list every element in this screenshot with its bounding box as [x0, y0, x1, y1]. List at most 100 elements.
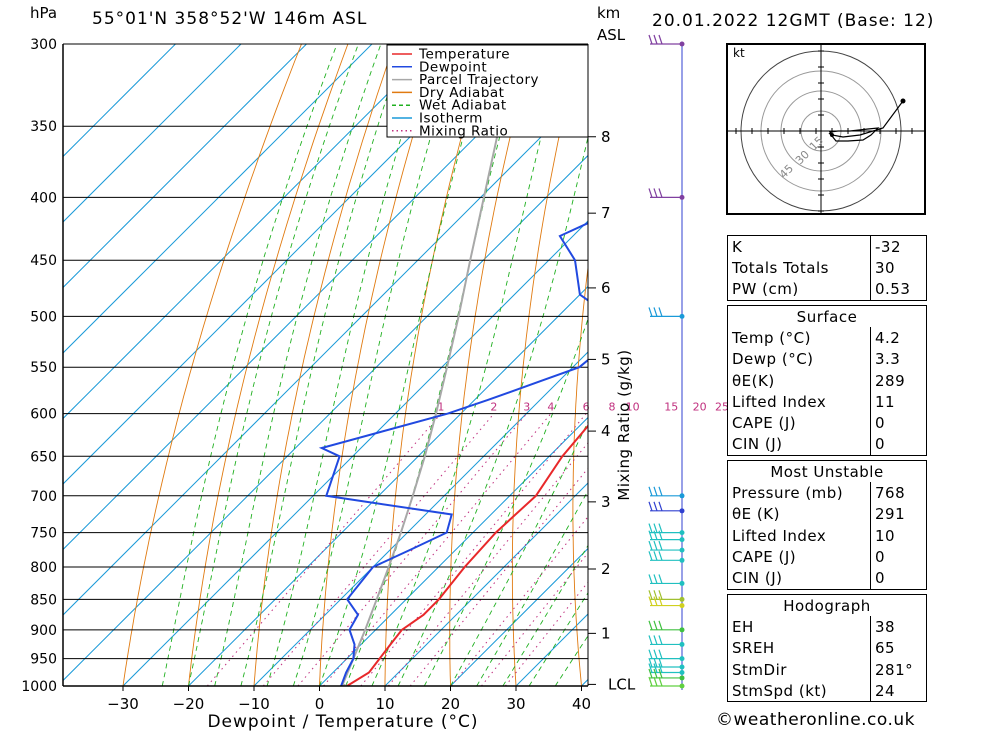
wind-barb-flag [658, 530, 663, 540]
wet-adiabat-line [345, 44, 525, 686]
hodograph-ring-label: 30 [793, 148, 812, 167]
pressure-tick-label: 650 [30, 449, 57, 465]
copyright-text: ©weatheronline.co.uk [716, 710, 916, 730]
wind-barb-flag [648, 620, 653, 631]
wind-barb-flag [648, 596, 653, 606]
wind-barb-flag [653, 635, 658, 645]
wind-barb-flag [648, 307, 653, 317]
wind-level-dot [679, 530, 685, 536]
legend-label: Dewpoint [419, 59, 487, 75]
pressure-tick-label: 400 [30, 190, 57, 206]
wet-adiabat-line [161, 44, 338, 686]
pressure-tick-label: 950 [30, 652, 57, 668]
wet-adiabat-line [188, 44, 359, 686]
wet-adiabat-line [240, 44, 406, 686]
pressure-tick-label: 450 [30, 253, 57, 269]
isotherm-line [253, 351, 588, 686]
wind-barb-flag [658, 596, 663, 606]
wind-barb-flag [653, 676, 658, 687]
mixing-ratio-label: 20 [693, 401, 707, 414]
index-section-title: Surface [727, 305, 927, 328]
index-value: 0.53 [870, 278, 927, 301]
index-value: 0 [870, 546, 927, 568]
index-value: 0 [870, 412, 927, 434]
wind-barb-flag [653, 523, 658, 533]
index-value: -32 [870, 235, 927, 258]
legend-label: Isotherm [419, 111, 483, 127]
isotherm-line [63, 44, 373, 354]
index-label: Temp (°C) [727, 327, 871, 349]
mixing-ratio-line [387, 442, 588, 686]
wind-barb-flag [653, 668, 658, 679]
mixing-ratio-label: 6 [583, 401, 590, 414]
wind-barb-flag [648, 657, 653, 668]
pressure-tick-label: 500 [30, 309, 57, 325]
wind-level-dot [679, 580, 685, 586]
wind-level-dot [679, 656, 685, 662]
isotherm-line [63, 44, 307, 289]
legend-label: Parcel Trajectory [419, 72, 539, 88]
wind-level-dot [679, 493, 685, 499]
index-section-title: Hodograph [727, 594, 927, 617]
legend-label: Mixing Ratio [419, 123, 508, 139]
wind-barb-flag [648, 188, 653, 198]
pressure-tick-label: 1000 [21, 679, 57, 695]
mixing-ratio-line [360, 413, 587, 686]
wind-barb-flag [653, 596, 658, 606]
wind-level-dot [679, 675, 685, 681]
hpa-label: hPa [30, 4, 58, 22]
wind-barb-flag [653, 501, 658, 512]
hodograph-ring-label: 45 [777, 162, 796, 181]
pressure-tick-label: 550 [30, 360, 57, 376]
legend-label: Dry Adiabat [419, 85, 504, 101]
wind-barb-flag [653, 663, 658, 673]
wind-barb-flag [658, 34, 663, 45]
x-tick-label: −10 [238, 695, 270, 713]
wind-level-dot [679, 669, 685, 675]
km-label: km [597, 4, 621, 22]
mixing-ratio-label: 3 [523, 401, 530, 414]
x-tick-label: −30 [107, 695, 139, 713]
wind-barb-flag [648, 530, 653, 540]
mixing-ratio-line [323, 413, 552, 686]
hodograph-start-point [830, 133, 834, 137]
wind-barb-flag [648, 523, 653, 533]
wind-barb-flag [653, 307, 658, 317]
wind-barb-flag [648, 574, 653, 584]
mixing-ratio-label: 10 [626, 401, 640, 414]
index-value: 281° [870, 658, 927, 681]
isotherm-line [384, 482, 588, 686]
wind-barb-flag [658, 676, 663, 687]
x-tick-label: 30 [506, 695, 525, 713]
index-label: K [727, 235, 871, 258]
wind-level-dot [679, 603, 685, 609]
index-value: 10 [870, 524, 927, 547]
index-value: 289 [870, 369, 927, 392]
mixing-ratio-label: 15 [664, 401, 678, 414]
wind-barb-flag [658, 649, 663, 659]
wet-adiabat-line [319, 44, 490, 686]
index-value: 65 [870, 637, 927, 659]
index-value: 0 [870, 567, 927, 590]
index-label: CAPE (J) [727, 546, 871, 568]
wind-barb-flag [658, 188, 663, 198]
wind-barb-flag [653, 486, 658, 496]
wind-barb-flag [653, 657, 658, 668]
mixing-ratio-label: 1 [437, 401, 444, 414]
x-tick-label: 40 [572, 695, 591, 713]
pressure-tick-label: 300 [30, 37, 57, 53]
index-value: 4.2 [870, 327, 927, 349]
mixing-ratio-line [450, 515, 588, 686]
index-label: CAPE (J) [727, 412, 871, 434]
wind-barb-flag [653, 574, 658, 584]
wind-barb-flag [658, 574, 663, 584]
mixing-ratio-label: 8 [609, 401, 616, 414]
wind-barb-flag [658, 657, 663, 668]
index-value: 24 [870, 680, 927, 703]
km-tick-label: 6 [601, 279, 611, 297]
wind-barb-flag [648, 590, 653, 600]
wind-barb-flag [653, 188, 658, 198]
mixing-ratio-label: 4 [547, 401, 554, 414]
wind-barb-flag [653, 649, 658, 659]
